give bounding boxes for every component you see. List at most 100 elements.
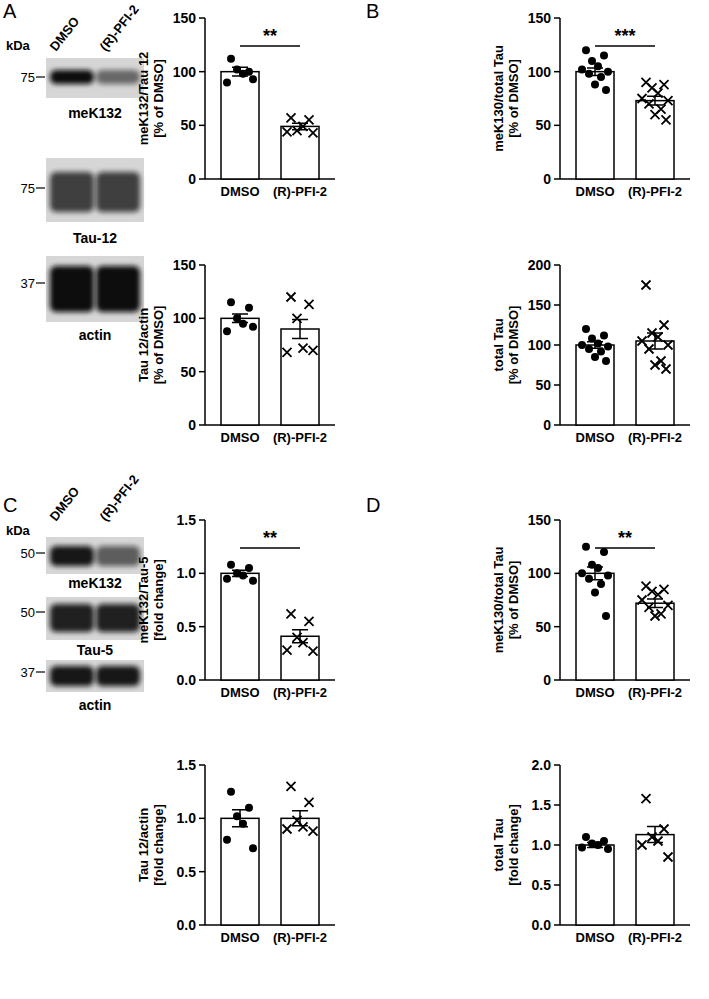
figure: kDaDMSO(R)-PFI-275meK13275Tau-1237actink… [0,0,709,999]
bar [576,345,614,425]
bar [636,341,674,425]
point [578,843,586,851]
point [582,46,590,54]
bar [221,573,259,680]
y-tick-label: 0.0 [532,917,552,933]
plot-area [576,794,674,925]
panel-letter: C [3,494,17,516]
y-tick-label: 100 [173,64,197,80]
plot-area [221,293,319,426]
blot-membrane [46,660,144,692]
x-tick-label: (R)-PFI-2 [628,184,682,199]
point [223,575,231,583]
y-tick-label: 1.5 [177,757,197,773]
y-axis [204,18,206,179]
x-tick-label: DMSO [221,184,260,199]
y-tick-label: 100 [528,565,552,581]
error-bar [232,314,248,323]
y-tick [199,125,205,127]
bar [221,72,259,179]
blot-label: Tau-12 [73,230,117,246]
y-tick [554,679,560,681]
plot-area [576,281,674,426]
blot-band [96,70,140,84]
point [227,55,235,63]
x-tick-label: (R)-PFI-2 [273,430,327,445]
y-tick-label: 0.5 [177,864,197,880]
canvas: kDaDMSO(R)-PFI-275meK13275Tau-1237actink… [0,0,709,999]
blot-band [50,172,94,212]
point [585,575,593,583]
y-axis-label: [% of DMSO] [506,306,521,385]
y-tick-label: 50 [535,619,551,635]
y-tick-label: 0.0 [177,672,197,688]
point [660,321,669,330]
y-tick [554,344,560,346]
point [287,609,296,618]
error-bar [647,333,663,349]
y-tick [199,371,205,373]
point [664,96,673,105]
y-tick-label: 1.0 [177,565,197,581]
y-tick [554,924,560,926]
y-tick-label: 2.0 [532,757,552,773]
y-axis [204,265,206,425]
y-tick [554,178,560,180]
x-tick-label: (R)-PFI-2 [273,685,327,700]
blot-band [96,266,140,312]
point [578,569,586,577]
y-axis-label: [% of DMSO] [151,59,166,138]
y-tick [554,884,560,886]
y-axis [559,265,561,425]
point [597,580,605,588]
blot-band [50,266,94,312]
x-tick-label: DMSO [221,930,260,945]
plot-area [221,782,319,925]
blot-band [96,666,140,686]
x-tick-label: DMSO [576,184,615,199]
point [662,365,671,374]
size-marker: 75 [21,181,35,196]
point [638,841,647,850]
error-bar [292,811,308,826]
y-tick-label: 0.5 [532,877,552,893]
point [585,70,593,78]
size-marker: 37 [21,665,35,680]
x-tick-label: (R)-PFI-2 [273,930,327,945]
bar [636,101,674,179]
plot-area [221,561,319,680]
point [287,293,296,302]
point [287,113,296,122]
bar [281,329,319,425]
x-tick-label: DMSO [221,685,260,700]
point [588,57,596,65]
y-tick-label: 150 [528,297,552,313]
point [309,128,318,137]
y-tick-label: 1.5 [532,797,552,813]
y-axis-label: [fold change] [151,804,166,886]
y-tick [554,573,560,575]
point [604,343,612,351]
point [223,327,231,335]
size-dash [36,611,45,612]
point [223,836,231,844]
blot-label: actin [79,697,112,713]
panel-letter: A [3,0,17,22]
y-tick-label: 0.0 [177,917,197,933]
size-marker: 50 [21,605,35,620]
lane-label: DMSO [47,484,83,524]
size-dash [36,552,45,553]
x-tick-label: DMSO [576,930,615,945]
y-axis-label: meK130/total Tau [491,547,506,654]
point [227,561,235,569]
bar-chart: A050100150meK132/Tau 12[% of DMSO]DMSO(R… [3,0,335,199]
blot-label: meK132 [68,105,122,121]
point [645,99,654,108]
lane-label: (R)-PFI-2 [97,472,142,524]
blot-band [96,172,140,212]
point [309,827,318,836]
bar-chart: 0.00.51.01.5Tau 12/actin[fold change]DMS… [136,757,335,945]
point [299,344,308,353]
y-axis-label: [% of DMSO] [506,561,521,640]
y-tick [554,304,560,306]
